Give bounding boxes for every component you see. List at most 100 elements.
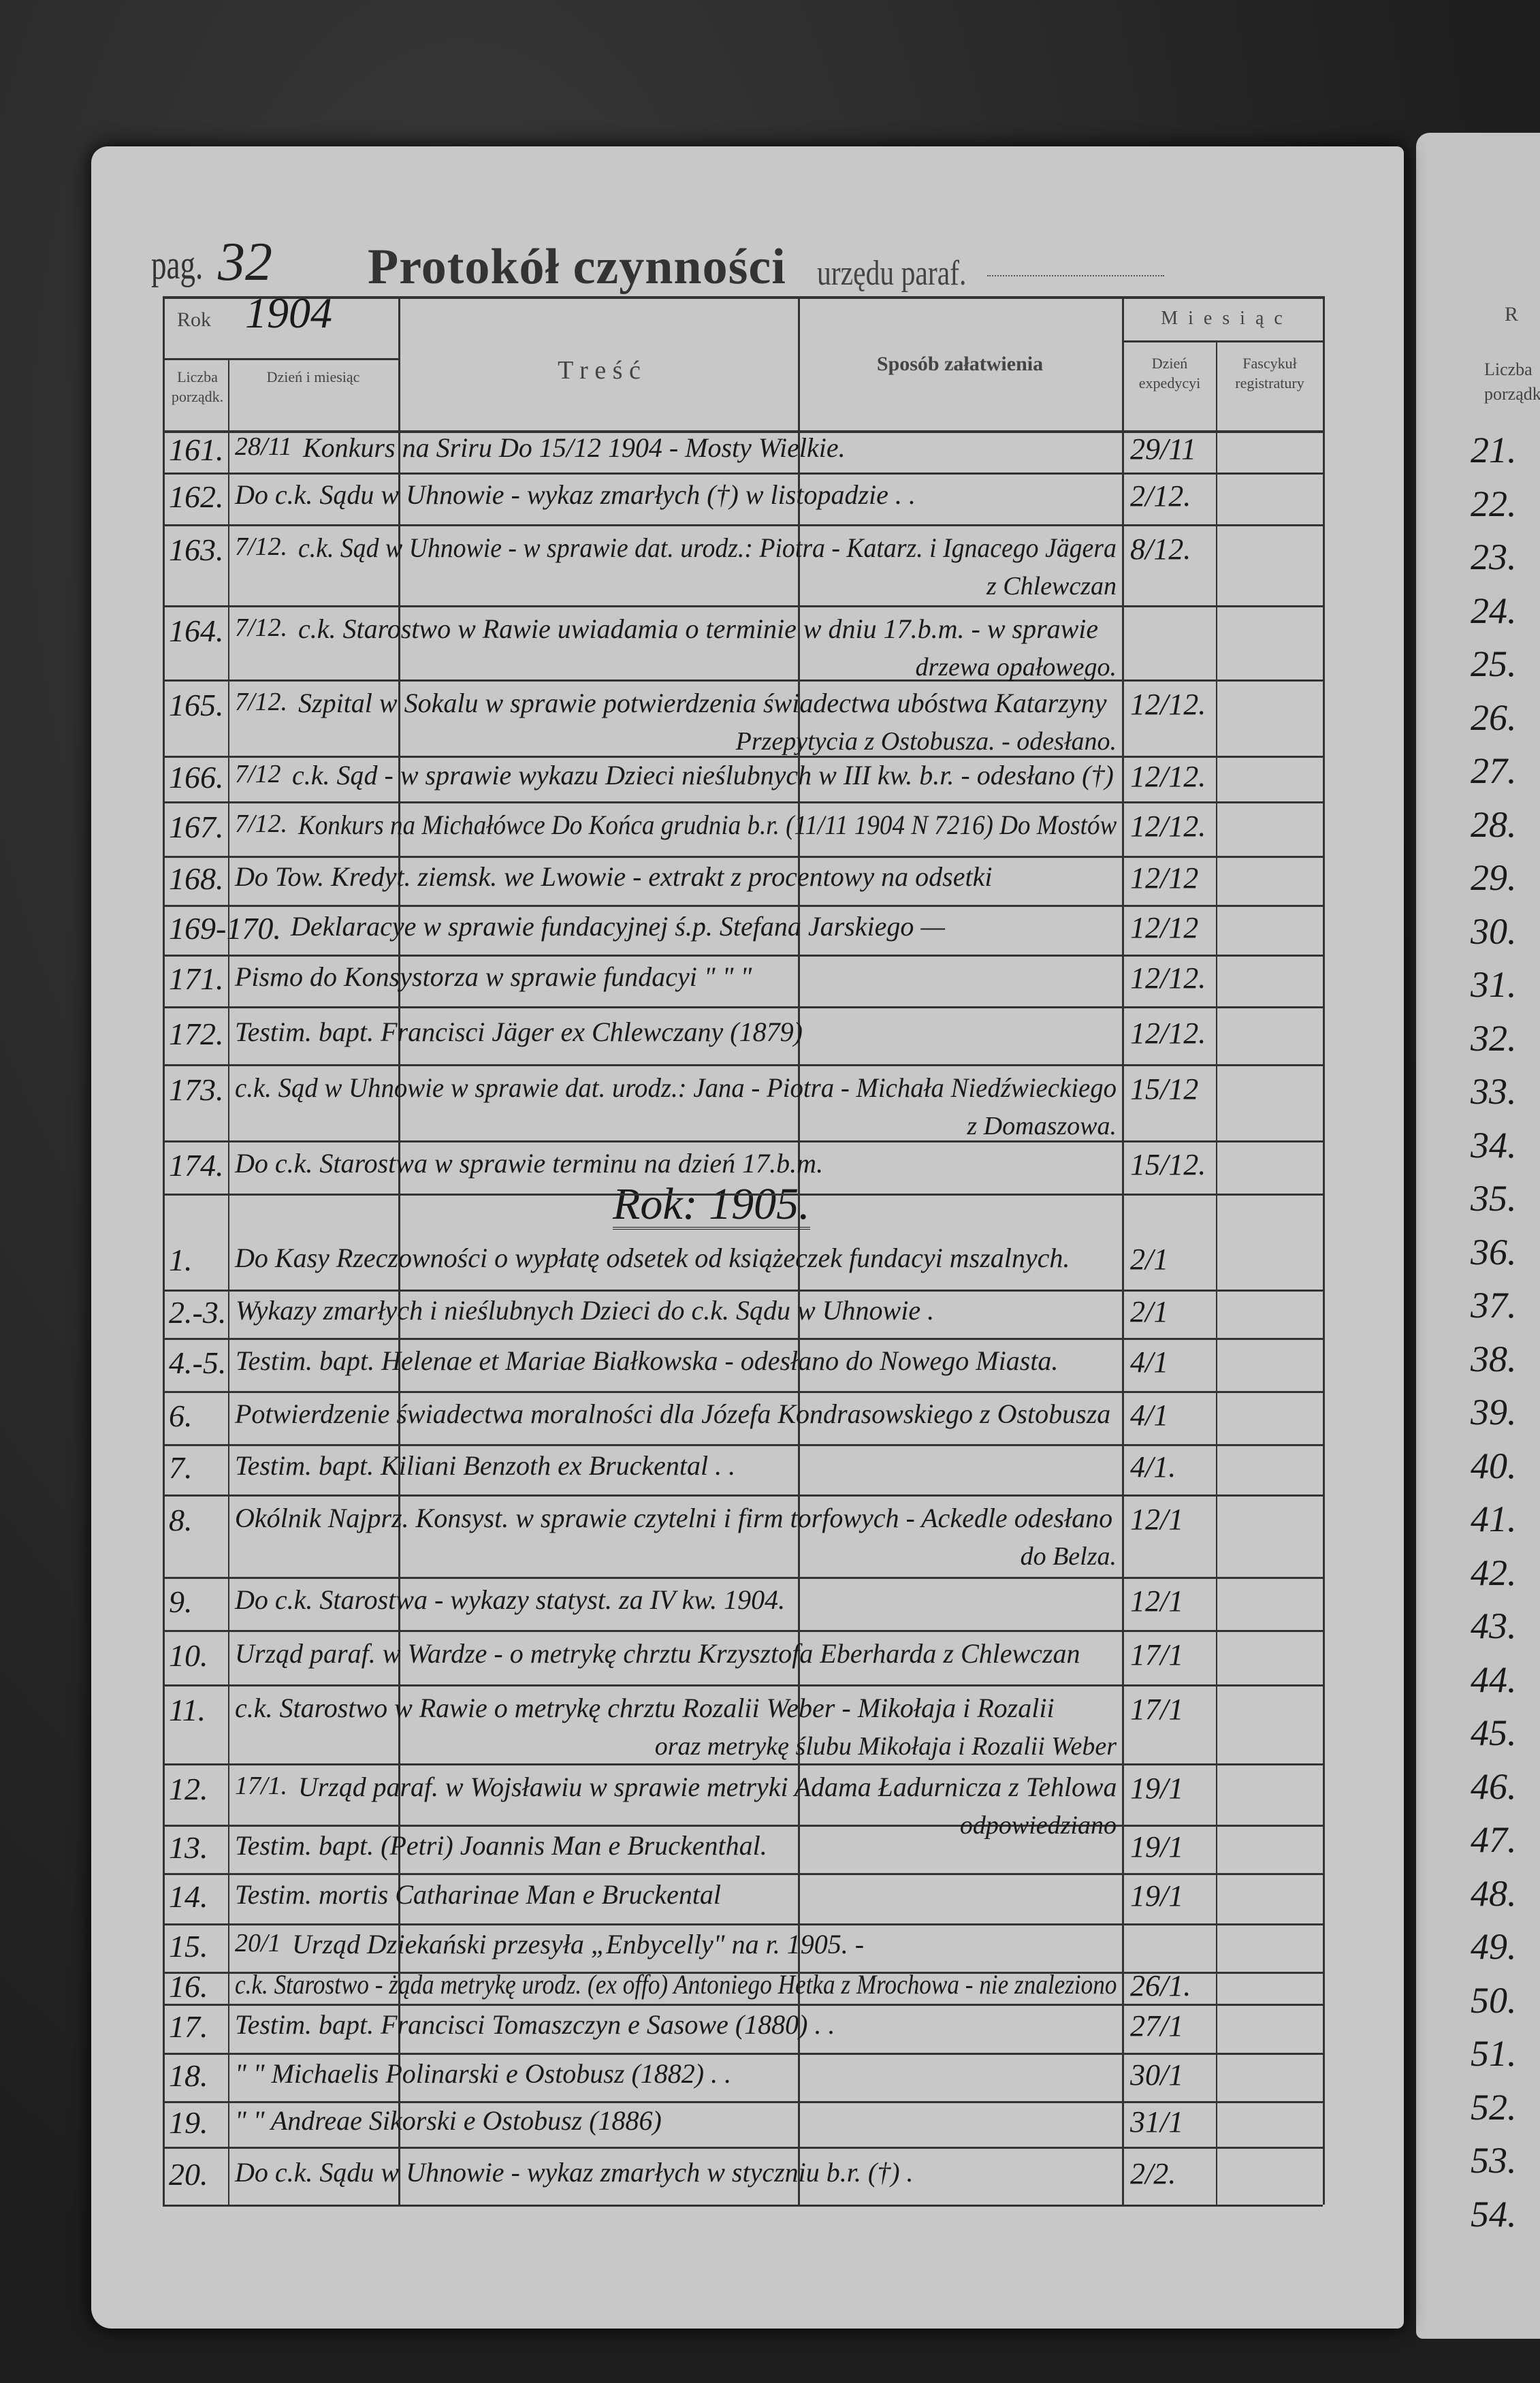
right-page-entry-number: 23. — [1471, 537, 1517, 577]
expedition-date: 19/1 — [1130, 1772, 1184, 1805]
entry-text: Deklaracye w sprawie fundacyjnej ś.p. St… — [291, 910, 945, 942]
entry-text: Pismo do Konsystorza w sprawie fundacyi … — [235, 961, 752, 992]
expedition-date: 12/12 — [1130, 861, 1199, 895]
row-rule — [163, 1577, 1323, 1579]
expedition-date: 4/1 — [1130, 1398, 1169, 1432]
entry-text-continued: do Belza. — [1020, 1542, 1117, 1571]
expedition-date: 19/1 — [1130, 1879, 1184, 1913]
entry-text: " " Michaelis Polinarski e Ostobusz (188… — [235, 2058, 732, 2089]
expedition-date: 2/1 — [1130, 1294, 1169, 1328]
register-page — [91, 146, 1404, 2329]
entry-date: 7/12. — [235, 613, 288, 642]
row-rule — [163, 955, 1323, 957]
right-page-entry-number: 21. — [1471, 430, 1517, 470]
entry-text: c.k. Sąd w Uhnowie - w sprawie dat. urod… — [298, 532, 1117, 563]
entry-date: 7/12. — [235, 810, 288, 838]
row-rule — [163, 756, 1323, 758]
entry-text: Do c.k. Starostwa w sprawie terminu na d… — [235, 1148, 824, 1179]
entry-text-continued: odpowiedziano — [959, 1811, 1117, 1840]
row-rule — [163, 1064, 1323, 1066]
expedition-date: 12/12 — [1130, 910, 1199, 944]
right-page-entry-number: 52. — [1471, 2086, 1517, 2128]
entry-text: c.k. Sąd w Uhnowie w sprawie dat. urodz.… — [235, 1072, 1117, 1103]
expedition-date: 12/1 — [1130, 1584, 1184, 1618]
rok-value: 1904 — [245, 289, 332, 337]
right-page-entry-number: 49. — [1471, 1926, 1517, 1967]
right-page-entry-number: 53. — [1471, 2140, 1517, 2181]
entry-text: c.k. Starostwo w Rawie uwiadamia o termi… — [298, 613, 1099, 644]
right-page-entry-number: 25. — [1471, 643, 1517, 684]
right-page: R Liczba porządk. — [1416, 133, 1540, 2339]
right-page-entry-number: 33. — [1471, 1071, 1517, 1112]
page-label: pag. — [151, 242, 204, 287]
entry-date: 17/1. — [235, 1772, 288, 1800]
right-page-entry-number: 43. — [1471, 1605, 1517, 1646]
row-rule — [163, 1140, 1323, 1142]
row-rule — [163, 856, 1323, 858]
fascykul-header: Fascykuł registratury — [1235, 355, 1304, 391]
header-bottom-rule — [163, 430, 1323, 433]
right-page-entry-number: 47. — [1471, 1819, 1517, 1860]
expedition-date: 8/12. — [1130, 532, 1191, 566]
entry-number: 169-170. — [169, 910, 281, 946]
entry-number: 166. — [169, 759, 224, 795]
row-rule — [163, 605, 1323, 607]
expedition-date: 2/12. — [1130, 479, 1191, 513]
entry-text: Potwierdzenie świadectwa moralności dla … — [235, 1398, 1111, 1429]
entry-number: 1. — [169, 1243, 193, 1277]
entry-text: Testim. bapt. (Petri) Joannis Man e Bruc… — [235, 1829, 767, 1861]
right-page-entry-number: 38. — [1471, 1338, 1517, 1379]
entry-text: Do Kasy Rzeczowności o wypłatę odsetek o… — [235, 1243, 1070, 1273]
right-page-entry-number: 45. — [1471, 1712, 1517, 1753]
right-page-entry-number: 26. — [1471, 697, 1517, 738]
expedition-date: 2/1 — [1130, 1243, 1169, 1276]
row-rule — [163, 1972, 1323, 1974]
entry-number: 9. — [169, 1584, 193, 1619]
row-rule — [163, 1338, 1323, 1340]
miesiac-rule — [1122, 340, 1323, 342]
page-subtitle: urzędu paraf. — [817, 254, 967, 293]
entry-text: Testim. bapt. Francisci Jäger ex Chlewcz… — [235, 1016, 803, 1047]
right-page-header-letter: R — [1505, 303, 1519, 325]
entry-number: 171. — [169, 961, 224, 996]
entry-text: Okólnik Najprz. Konsyst. w sprawie czyte… — [235, 1503, 1113, 1533]
row-rule — [163, 1494, 1323, 1497]
right-page-entry-number: 37. — [1471, 1285, 1517, 1326]
right-page-entry-number: 44. — [1471, 1659, 1517, 1700]
expedition-date: 27/1 — [1130, 2009, 1184, 2043]
entry-text: Testim. mortis Catharinae Man e Bruckent… — [235, 1879, 722, 1910]
expedition-date: 29/11 — [1130, 432, 1196, 466]
expedition-date: 12/12. — [1130, 961, 1206, 995]
entry-text-continued: z Domaszowa. — [967, 1112, 1117, 1140]
entry-date: 7/12. — [235, 688, 288, 716]
right-page-liczba-label: Liczba porządk. — [1484, 359, 1540, 404]
row-rule — [163, 473, 1323, 475]
row-rule — [163, 1684, 1323, 1686]
expedition-date: 4/1. — [1130, 1450, 1176, 1484]
entry-number: 17. — [169, 2009, 208, 2044]
entry-number: 20. — [169, 2156, 208, 2192]
row-rule — [163, 1391, 1323, 1393]
entry-number: 162. — [169, 479, 224, 514]
row-rule — [163, 2147, 1323, 2149]
col-rule — [798, 296, 800, 2205]
entry-number: 165. — [169, 688, 224, 722]
entry-text-continued: Przepytycia z Ostobusza. - odesłano. — [735, 727, 1117, 756]
right-page-entry-number: 36. — [1471, 1231, 1517, 1273]
right-page-entry-number: 42. — [1471, 1552, 1517, 1593]
col-rule — [163, 296, 165, 2205]
entry-date: 7/12. — [235, 532, 288, 561]
row-rule — [163, 1825, 1323, 1827]
entry-number: 19. — [169, 2105, 208, 2140]
right-page-entry-number: 35. — [1471, 1178, 1517, 1219]
col-rule — [1122, 296, 1124, 2205]
expedition-date: 15/12. — [1130, 1148, 1206, 1181]
entry-text: Urząd paraf. w Wojsławiu w sprawie metry… — [298, 1772, 1117, 1802]
expedition-date: 17/1 — [1130, 1693, 1184, 1726]
entry-number: 167. — [169, 810, 224, 844]
table-top-rule — [163, 296, 1323, 299]
right-page-entry-number: 50. — [1471, 1979, 1517, 2021]
liczba-header: Liczba porządk. — [171, 368, 224, 405]
entry-number: 174. — [169, 1148, 224, 1183]
entry-text-continued: z Chlewczan — [986, 572, 1117, 601]
